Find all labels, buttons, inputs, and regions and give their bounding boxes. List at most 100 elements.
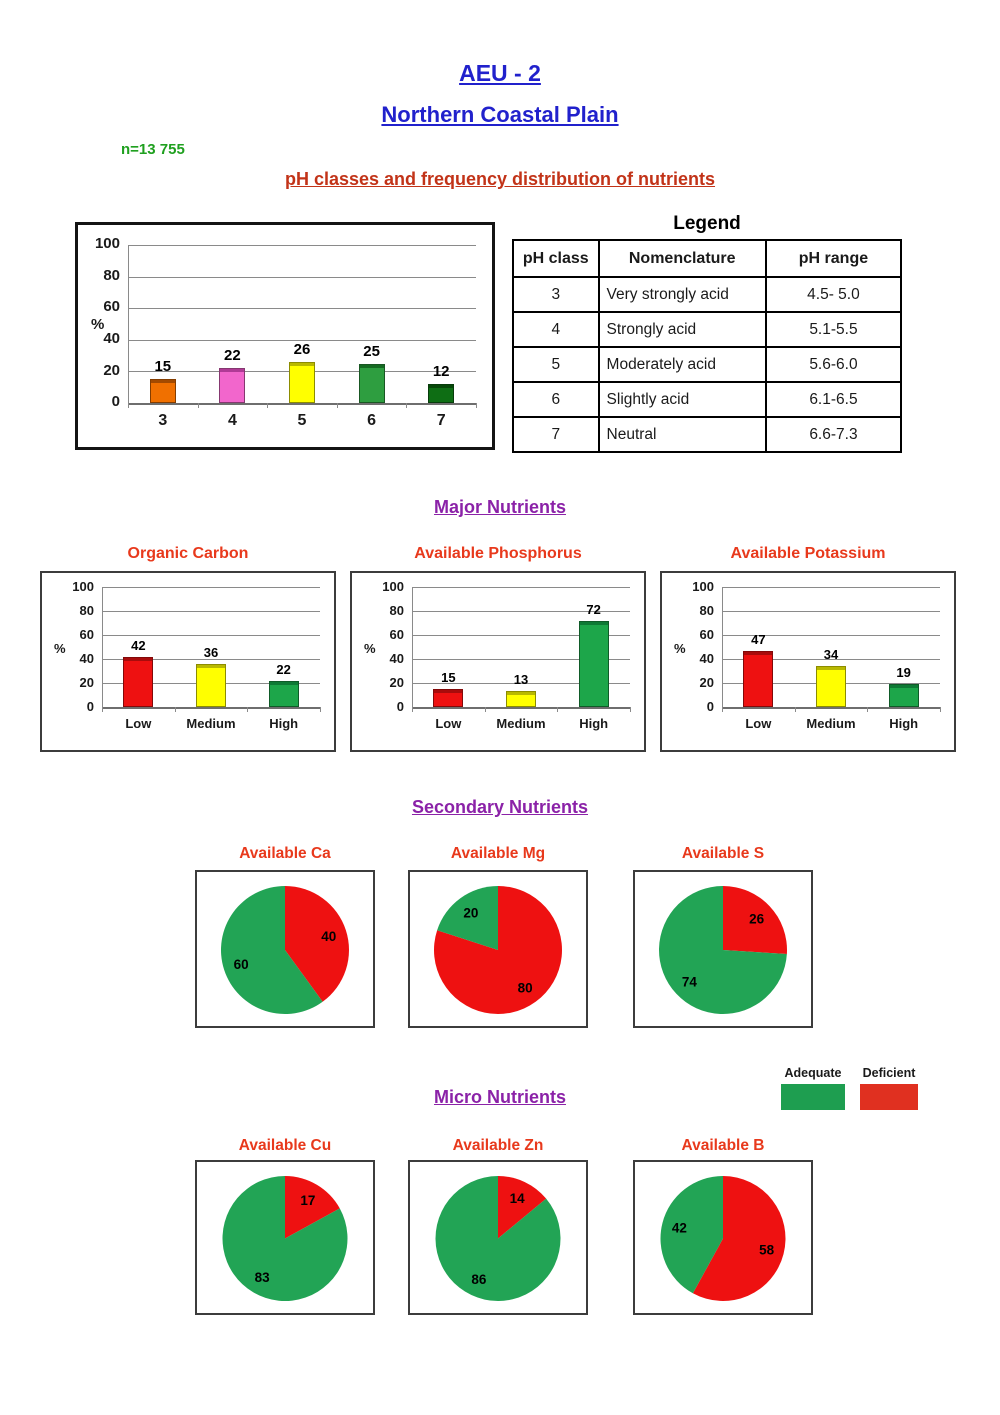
bar-cap — [744, 651, 773, 655]
pie-slice-deficient — [723, 886, 787, 955]
available-b-pie: 58 42 — [635, 1162, 811, 1313]
x-axis-tick — [484, 707, 486, 712]
ph-bar-chart-frame: 0 20 40 60 80 100% 15 3 22 4 26 5 25 6 12 7 — [75, 222, 495, 450]
pie-chart-svg: 58 42 — [660, 1176, 786, 1301]
x-tick-label: Medium — [186, 716, 236, 731]
x-axis-tick — [102, 707, 103, 712]
x-axis-tick — [406, 403, 408, 408]
legend-table-row: 4 Strongly acid 5.1-5.5 — [512, 311, 903, 348]
bar-value-label: 25 — [363, 342, 380, 360]
x-axis-tick — [940, 707, 941, 712]
pie-title-available-cu: Available Cu — [238, 1137, 332, 1154]
y-axis-label: % — [54, 641, 66, 656]
gridline — [412, 659, 630, 660]
x-tick-label: High — [579, 716, 609, 731]
bar-cap — [290, 362, 314, 366]
x-tick-label: Low — [435, 716, 462, 731]
gridline — [102, 587, 320, 588]
bar-cap — [359, 364, 384, 368]
pie-title-available-s: Available S — [681, 845, 765, 862]
y-tick-label: 0 — [111, 393, 120, 411]
x-axis-line — [102, 707, 320, 709]
bar — [219, 368, 246, 403]
bar — [268, 680, 299, 707]
chart-title-available-potassium: Available Potassium — [730, 545, 886, 562]
gridline — [102, 659, 320, 660]
x-axis-tick — [557, 707, 559, 712]
available-zn-pie: 14 86 — [410, 1162, 586, 1313]
available-phosphorus-chart: 0 20 40 60 80 100% 15 Low 13 Medium 72 High — [352, 573, 644, 750]
x-tick-label: Low — [745, 716, 772, 731]
y-axis-label: % — [674, 641, 686, 656]
y-tick-label: 60 — [389, 626, 404, 642]
y-tick-label: 100 — [692, 578, 714, 594]
x-tick-label: High — [889, 716, 919, 731]
x-tick-label: 6 — [367, 412, 377, 429]
pie-slice-deficient — [692, 1176, 786, 1301]
bar-value-label: 12 — [432, 363, 450, 381]
gridline — [128, 276, 476, 278]
legend-header-cell: Nomenclature — [597, 239, 767, 278]
legend-cell: 4.5- 5.0 — [764, 276, 903, 313]
x-tick-label: Low — [125, 716, 152, 731]
x-tick-label: 4 — [227, 412, 237, 429]
x-tick-label: 5 — [297, 412, 307, 429]
pie-title-available-mg: Available Mg — [450, 845, 546, 862]
legend-cell: 6.6-7.3 — [764, 416, 903, 453]
gridline — [412, 611, 630, 612]
pie-slice-adequate — [220, 886, 323, 1014]
y-axis-line — [412, 587, 413, 707]
legend-cell: Neutral — [597, 416, 767, 453]
legend-cell: 4 — [512, 311, 600, 348]
bar — [578, 620, 609, 707]
y-tick-label: 0 — [706, 698, 714, 714]
legend-cell: Moderately acid — [597, 346, 767, 383]
pie-slice-label: 74 — [682, 975, 698, 990]
y-tick-label: 40 — [699, 650, 714, 666]
ph-bar-chart: 0 20 40 60 80 100% 15 3 22 4 26 5 25 6 12 7 — [78, 225, 492, 447]
available-zn-pie-frame: 14 86 — [408, 1160, 588, 1315]
x-axis-tick — [336, 403, 338, 408]
y-tick-label: 100 — [94, 235, 120, 253]
x-axis-tick — [794, 707, 796, 712]
x-axis-tick — [128, 403, 129, 408]
y-tick-label: 80 — [699, 602, 714, 618]
gridline — [128, 339, 476, 341]
pie-slice-label: 80 — [518, 980, 533, 995]
bar — [888, 684, 919, 707]
y-tick-label: 20 — [389, 674, 404, 690]
y-axis-label: % — [91, 316, 105, 334]
pie-title-available-b: Available B — [681, 1137, 765, 1154]
legend-title: Legend — [673, 213, 741, 234]
y-axis-line — [102, 587, 103, 707]
adequate-color-swatch — [781, 1084, 845, 1110]
y-tick-label: 40 — [79, 650, 94, 666]
legend-table-row: 5 Moderately acid 5.6-6.0 — [512, 346, 903, 383]
available-s-pie-frame: 26 74 — [633, 870, 813, 1028]
bar — [123, 656, 154, 707]
y-tick-label: 0 — [86, 698, 94, 714]
pie-slice-label: 20 — [463, 906, 478, 921]
major-nutrients-heading: Major Nutrients — [433, 497, 566, 517]
available-cu-pie-frame: 17 83 — [195, 1160, 375, 1315]
organic-carbon-chart: 0 20 40 60 80 100% 42 Low 36 Medium 22 High — [42, 573, 334, 750]
bar — [433, 689, 464, 707]
legend-cell: 6.1-6.5 — [764, 381, 903, 418]
pie-slice-label: 58 — [759, 1243, 775, 1258]
x-axis-tick — [174, 707, 176, 712]
gridline — [128, 245, 476, 246]
x-axis-line — [722, 707, 940, 709]
available-potassium-chart-frame: 0 20 40 60 80 100% 47 Low 34 Medium 19 High — [660, 571, 956, 752]
deficient-color-swatch — [860, 1084, 918, 1110]
legend-cell: Slightly acid — [597, 381, 767, 418]
x-axis-tick — [267, 403, 269, 408]
pie-slice-label: 42 — [672, 1220, 687, 1235]
bar-value-label: 15 — [154, 358, 172, 376]
x-axis-tick — [476, 403, 477, 408]
gridline — [412, 683, 630, 684]
legend-cell: 7 — [512, 416, 600, 453]
pie-slice-deficient — [285, 886, 349, 1002]
chart-title-organic-carbon: Organic Carbon — [127, 545, 249, 562]
